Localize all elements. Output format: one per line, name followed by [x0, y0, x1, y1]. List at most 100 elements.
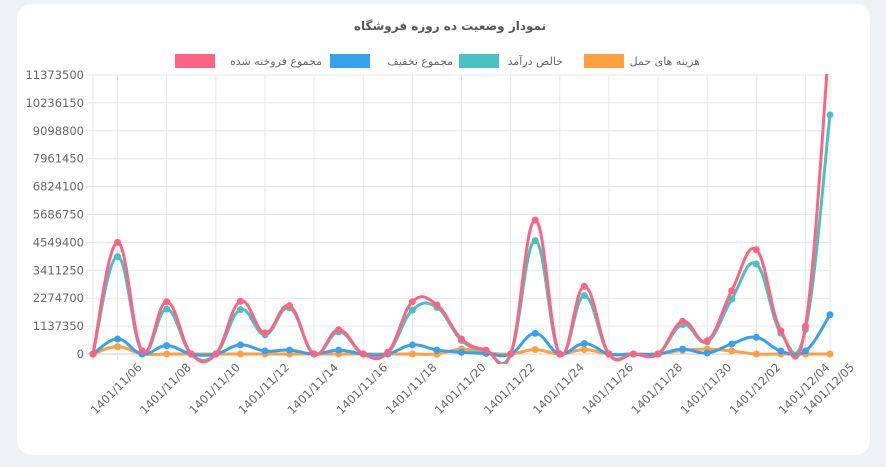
data-point[interactable] [187, 350, 195, 358]
series-lines [89, 27, 834, 364]
legend: مجموع فروخته شده مجموع تخفیف خالص درآمد هزی… [175, 54, 700, 68]
data-point[interactable] [556, 350, 564, 358]
y-tick-label: 0 [77, 347, 84, 361]
data-point[interactable] [286, 302, 294, 310]
data-point[interactable] [827, 27, 834, 34]
data-point[interactable] [703, 337, 711, 345]
chart-title: نمودار وضعیت ده روزه فروشگاه [354, 19, 546, 34]
data-point[interactable] [752, 260, 760, 268]
data-point[interactable] [433, 301, 441, 309]
legend-label: مجموع تخفیف [387, 55, 453, 68]
y-tick-label: 11373500 [25, 68, 84, 82]
grid [86, 74, 831, 360]
data-point[interactable] [163, 342, 171, 350]
x-tick-label: 1401/11/24 [530, 360, 587, 417]
data-point[interactable] [310, 350, 318, 358]
data-point[interactable] [286, 346, 294, 354]
data-point[interactable] [408, 306, 416, 314]
data-point[interactable] [359, 350, 367, 358]
legend-item[interactable]: مجموع تخفیف [330, 54, 453, 68]
data-point[interactable] [728, 347, 736, 355]
data-point[interactable] [458, 348, 465, 356]
data-point[interactable] [580, 292, 588, 300]
x-tick-label: 1401/12/02 [727, 360, 784, 417]
x-tick-label: 1401/11/16 [334, 360, 391, 417]
chart-card [17, 4, 870, 455]
data-point[interactable] [531, 216, 539, 224]
legend-item[interactable]: خالص درآمد [459, 54, 563, 68]
data-point[interactable] [580, 339, 588, 347]
y-tick-label: 10236150 [25, 96, 84, 110]
legend-item[interactable]: هزینه های حمل [584, 54, 700, 68]
data-point[interactable] [752, 246, 760, 254]
legend-swatch [330, 54, 370, 68]
x-tick-label: 1401/11/10 [186, 360, 243, 417]
data-point[interactable] [433, 346, 441, 354]
data-point[interactable] [261, 347, 269, 355]
series-0 [89, 27, 834, 364]
data-point[interactable] [679, 345, 687, 353]
legend-label: مجموع فروخته شده [230, 55, 322, 68]
data-point[interactable] [728, 340, 736, 348]
legend-label: هزینه های حمل [630, 55, 701, 68]
data-point[interactable] [114, 335, 122, 343]
x-tick-label: 1401/11/22 [481, 360, 538, 417]
data-point[interactable] [580, 282, 588, 290]
data-point[interactable] [752, 333, 760, 341]
data-point[interactable] [458, 335, 465, 343]
y-axis: 0 1137350 2274700 3411250 4549400 5686750 6824… [25, 68, 84, 361]
data-point[interactable] [531, 237, 539, 245]
data-point[interactable] [826, 311, 834, 319]
data-point[interactable] [408, 350, 416, 358]
x-tick-label: 1401/11/18 [383, 360, 440, 417]
data-point[interactable] [728, 287, 736, 295]
legend-swatch [584, 54, 624, 68]
data-point[interactable] [261, 329, 269, 337]
data-point[interactable] [679, 317, 687, 325]
x-tick-label: 1401/11/08 [137, 360, 194, 417]
data-point[interactable] [163, 305, 171, 313]
x-tick-label: 1401/11/26 [579, 360, 636, 417]
data-point[interactable] [236, 341, 244, 349]
data-point[interactable] [777, 327, 785, 335]
data-point[interactable] [114, 238, 122, 246]
x-axis: 1401/11/061401/11/081401/11/101401/11/12… [88, 360, 857, 417]
data-point[interactable] [826, 111, 834, 119]
data-point[interactable] [408, 298, 416, 306]
data-point[interactable] [801, 347, 809, 355]
data-point[interactable] [335, 346, 343, 354]
data-point[interactable] [752, 350, 760, 358]
data-point[interactable] [531, 346, 539, 354]
data-point[interactable] [654, 350, 662, 358]
data-point[interactable] [703, 349, 711, 357]
data-point[interactable] [114, 343, 122, 351]
data-point[interactable] [605, 350, 613, 358]
y-tick-label: 6824100 [33, 180, 84, 194]
data-point[interactable] [580, 346, 588, 354]
data-point[interactable] [384, 348, 392, 356]
data-point[interactable] [777, 347, 785, 355]
data-point[interactable] [163, 298, 171, 306]
data-point[interactable] [236, 297, 244, 305]
legend-item[interactable]: مجموع فروخته شده [175, 54, 322, 68]
data-point[interactable] [482, 346, 490, 354]
data-point[interactable] [335, 326, 343, 334]
legend-swatch [459, 54, 499, 68]
data-point[interactable] [408, 341, 416, 349]
data-point[interactable] [236, 350, 244, 358]
data-point[interactable] [629, 350, 637, 358]
data-point[interactable] [507, 350, 515, 358]
data-point[interactable] [826, 350, 834, 358]
data-point[interactable] [212, 350, 220, 358]
data-point[interactable] [236, 306, 244, 314]
y-tick-label: 2274700 [33, 291, 84, 305]
data-point[interactable] [138, 347, 146, 355]
y-tick-label: 7961450 [33, 152, 84, 166]
data-point[interactable] [531, 329, 539, 337]
data-point[interactable] [801, 322, 809, 330]
data-point[interactable] [163, 350, 171, 358]
data-point[interactable] [89, 350, 97, 358]
data-point[interactable] [114, 253, 122, 261]
y-tick-label: 4549400 [33, 235, 84, 249]
